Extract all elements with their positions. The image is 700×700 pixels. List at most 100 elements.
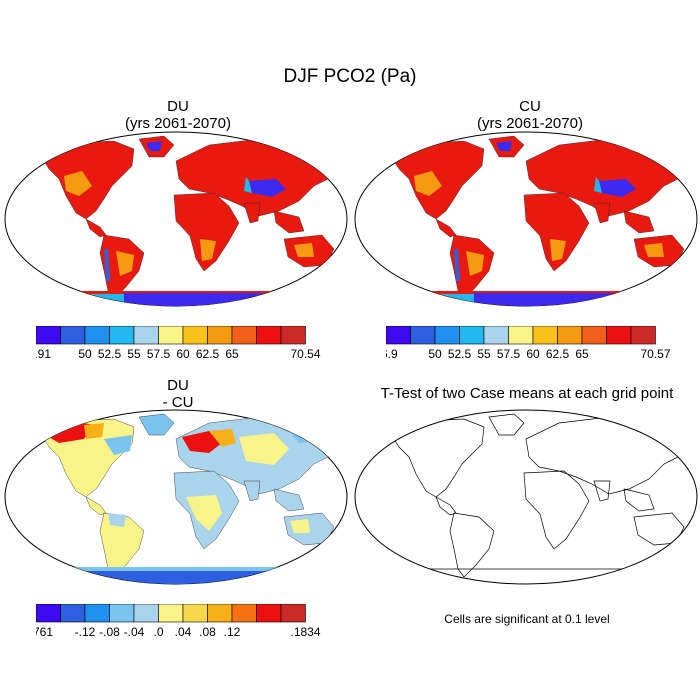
colorbar-label: 55	[127, 347, 141, 361]
patch-na-orange	[64, 171, 92, 196]
panel-cu-map	[354, 131, 698, 307]
patch-australia-orange	[294, 243, 314, 257]
panel-diff-title-line1: DU	[167, 377, 189, 394]
colorbar-label: 36.9	[386, 347, 398, 361]
land-india	[593, 202, 611, 224]
colorbar-swatch	[207, 325, 233, 345]
coast-india	[593, 480, 611, 502]
colorbar-label: .12	[224, 625, 241, 639]
colorbar-swatch	[84, 603, 110, 623]
land-india	[243, 480, 261, 502]
patch-andes-blue	[454, 249, 460, 281]
colorbar-swatch	[508, 325, 534, 345]
patch-antarctica-cyan	[84, 294, 124, 306]
panel-diff-title-line2: - CU	[162, 394, 194, 411]
colorbar-label: .0	[153, 625, 163, 639]
patch-africa-orange	[200, 239, 216, 261]
land-se-asia	[273, 488, 305, 512]
patch-asia-yellow	[239, 433, 289, 465]
panel-du-title-line1: DU	[167, 98, 189, 115]
colorbar-swatch	[231, 325, 257, 345]
patch-sa-orange	[116, 251, 134, 276]
colorbar-label: 57.5	[497, 347, 521, 361]
panel-ttest-title: T-Test of two Case means at each grid po…	[380, 385, 674, 402]
colorbar-swatch	[459, 325, 485, 345]
colorbar-label: 55	[477, 347, 491, 361]
colorbar-swatch	[434, 325, 460, 345]
land-central-america	[435, 218, 457, 238]
colorbar-swatch	[158, 325, 184, 345]
colorbar-swatch	[158, 603, 184, 623]
patch-tibet-blue	[249, 179, 286, 197]
figure-title: DJF PCO2 (Pa)	[283, 66, 417, 87]
panel-du-map	[4, 131, 348, 307]
panel-cu-title: CU (yrs 2061-2070)	[370, 98, 690, 132]
panel-cu-title-line1: CU	[519, 98, 541, 115]
colorbar-label: -.04	[124, 625, 145, 639]
colorbar-label: 60	[176, 347, 190, 361]
coast-south-america	[449, 512, 495, 578]
colorbar-swatch	[60, 325, 86, 345]
ice-greenland	[146, 141, 162, 151]
patch-alaska-red	[39, 421, 94, 443]
panel-du-title: DU (yrs 2061-2070)	[23, 98, 333, 132]
patch-antarctica-cyan	[434, 294, 474, 306]
patch-ne-america-blue	[104, 435, 132, 455]
land-central-america	[85, 218, 107, 238]
colorbar-swatch	[109, 325, 135, 345]
panel-du-title-line2: (yrs 2061-2070)	[125, 115, 231, 132]
patch-na-orange	[414, 171, 442, 196]
patch-tibet-blue	[599, 179, 636, 197]
colorbar-swatch	[60, 603, 86, 623]
colorbar-swatch	[630, 325, 656, 345]
colorbar-swatch	[532, 325, 558, 345]
colorbar-swatch	[385, 325, 411, 345]
ttest-significance-note: Cells are significant at 0.1 level	[444, 612, 610, 626]
colorbar-label: -.12	[75, 625, 96, 639]
patch-tibet-cyan	[594, 177, 602, 193]
patch-australia-yellow	[290, 519, 310, 533]
patch-andes-blue	[104, 249, 110, 281]
coast-greenland	[488, 413, 525, 436]
coast-africa	[523, 470, 590, 550]
colorbar-label: 52.5	[448, 347, 472, 361]
patch-europe-red	[182, 431, 222, 453]
patch-europe-orange	[209, 429, 236, 447]
land-se-asia	[623, 210, 655, 234]
colorbar-label: 50	[428, 347, 442, 361]
panel-ttest-map	[354, 409, 698, 585]
colorbar-swatch	[207, 603, 233, 623]
colorbar-swatch	[231, 603, 257, 623]
panel-diff-map	[4, 409, 348, 585]
patch-africa-orange	[550, 239, 566, 261]
colorbar-swatch	[84, 325, 110, 345]
colorbar-swatch	[280, 325, 306, 345]
panel-diff-colorbar: -.1761 -.12-.08 -.04 .0 .04 .08 .12 .1834	[19, 603, 321, 639]
colorbar-swatch	[109, 603, 135, 623]
colorbar-label: 65	[225, 347, 239, 361]
colorbar-swatch	[35, 603, 61, 623]
patch-antarctica-light	[34, 567, 324, 571]
coast-se-asia	[623, 488, 655, 512]
colorbar-swatch	[557, 325, 583, 345]
coast-central-america	[435, 496, 457, 516]
patch-canada-orange	[84, 423, 104, 439]
land-india	[243, 202, 261, 224]
colorbar-swatch	[606, 325, 632, 345]
colorbar-swatch	[256, 325, 282, 345]
colorbar-swatch	[35, 325, 61, 345]
patch-australia-orange	[644, 243, 664, 257]
colorbar-label: 62.5	[196, 347, 220, 361]
colorbar-swatch	[182, 325, 208, 345]
colorbar-label: 70.57	[640, 347, 670, 361]
land-africa	[523, 192, 590, 272]
colorbar-swatch	[133, 603, 159, 623]
patch-sa-lightblue	[108, 513, 126, 527]
panel-cu-colorbar: 36.9 50 52.5 55 57.5 60 62.5 65 70.57	[374, 325, 671, 361]
patch-antarctica-blue	[474, 293, 674, 306]
panel-diff-title: DU - CU	[23, 377, 333, 411]
patch-africa-yellow	[186, 495, 222, 531]
colorbar-label: 52.5	[98, 347, 122, 361]
colorbar-label: 65	[575, 347, 589, 361]
panel-du-colorbar: 36.91 50 52.5 55 57.5 60 62.5 65 70.54	[21, 325, 321, 361]
